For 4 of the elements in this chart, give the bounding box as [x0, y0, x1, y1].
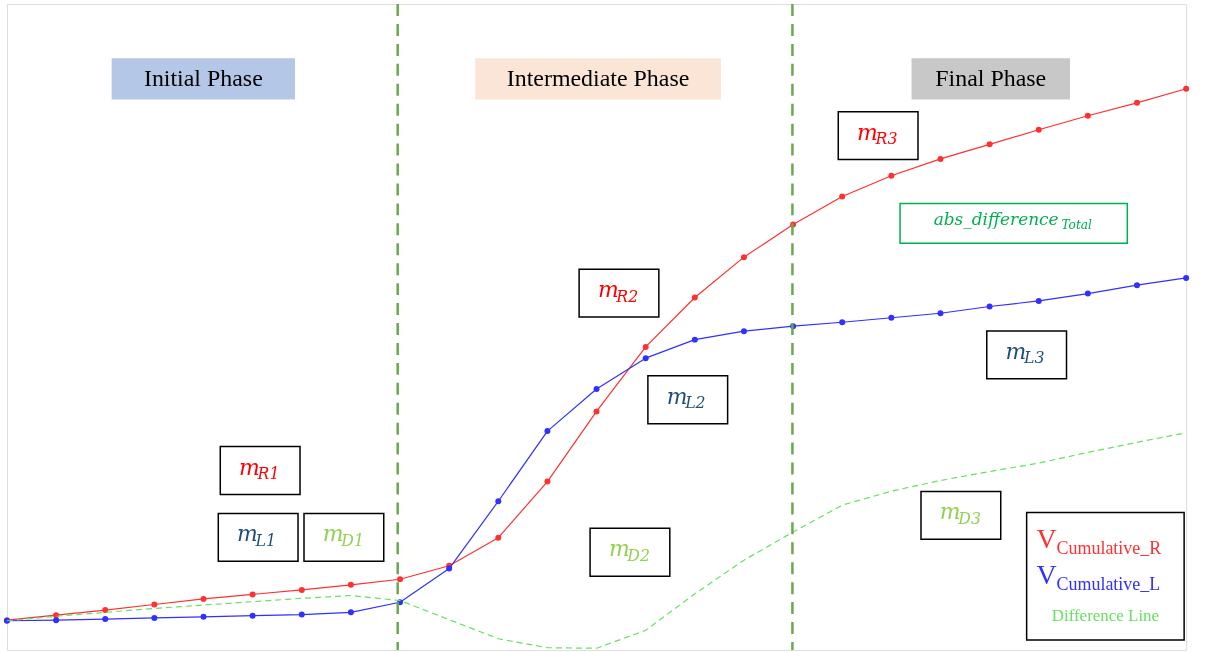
annotation: Final Phase	[935, 64, 1047, 91]
annotation: Initial Phase	[143, 64, 263, 91]
text: Difference Line	[1051, 606, 1160, 626]
annotation: Intermediate Phase	[506, 64, 690, 91]
